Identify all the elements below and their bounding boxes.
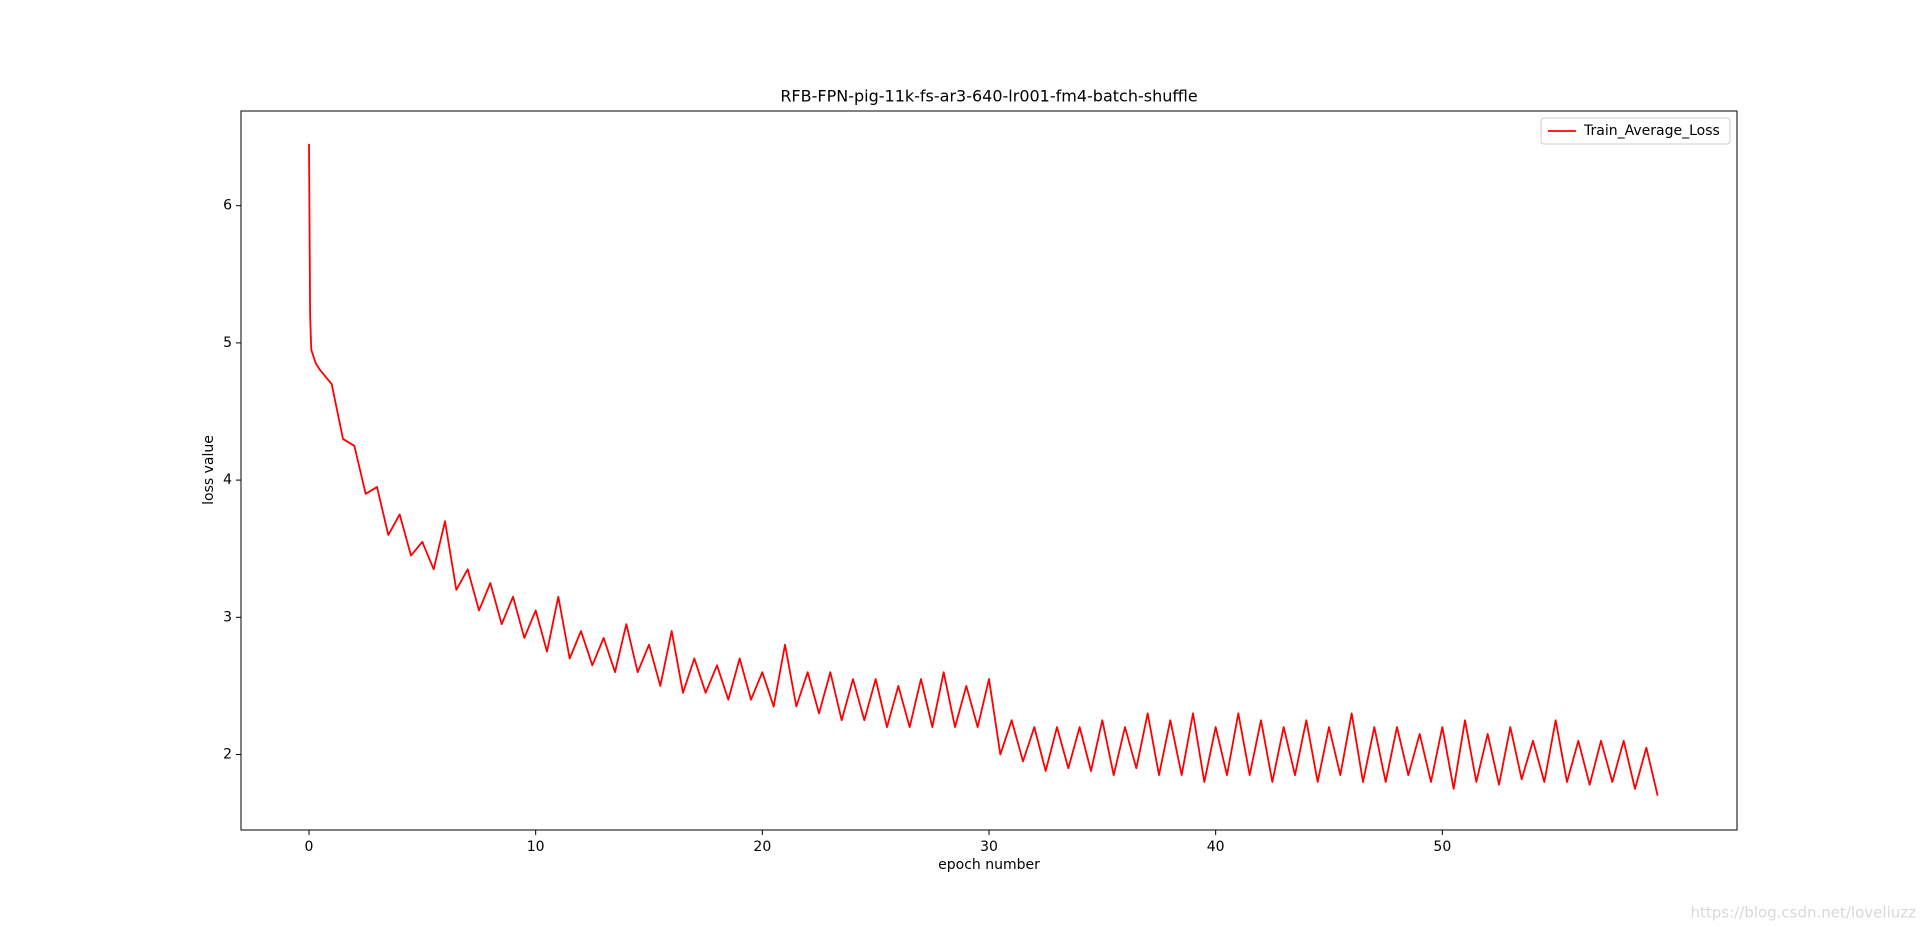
y-tick-label: 3	[223, 609, 232, 625]
y-axis-label: loss value	[201, 435, 217, 505]
loss-line	[308, 143, 1659, 796]
y-tick-label: 5	[223, 335, 232, 351]
watermark: https://blog.csdn.net/loveliuzz	[1691, 904, 1917, 922]
y-tick-label: 4	[223, 472, 232, 488]
x-axis-label: epoch number	[938, 857, 1040, 873]
x-tick-label: 30	[980, 839, 998, 855]
x-tick-label: 0	[305, 839, 314, 855]
y-tick-label: 6	[223, 198, 232, 214]
chart-title: RFB-FPN-pig-11k-fs-ar3-640-lr001-fm4-bat…	[780, 87, 1197, 106]
x-tick-label: 50	[1433, 839, 1451, 855]
y-tick-label: 2	[223, 747, 232, 763]
x-tick-label: 20	[753, 839, 771, 855]
legend-label: Train_Average_Loss	[1583, 123, 1720, 139]
plot-frame	[240, 110, 1738, 831]
x-tick-label: 40	[1207, 839, 1225, 855]
x-tick-label: 10	[527, 839, 545, 855]
legend-box	[1540, 117, 1731, 145]
